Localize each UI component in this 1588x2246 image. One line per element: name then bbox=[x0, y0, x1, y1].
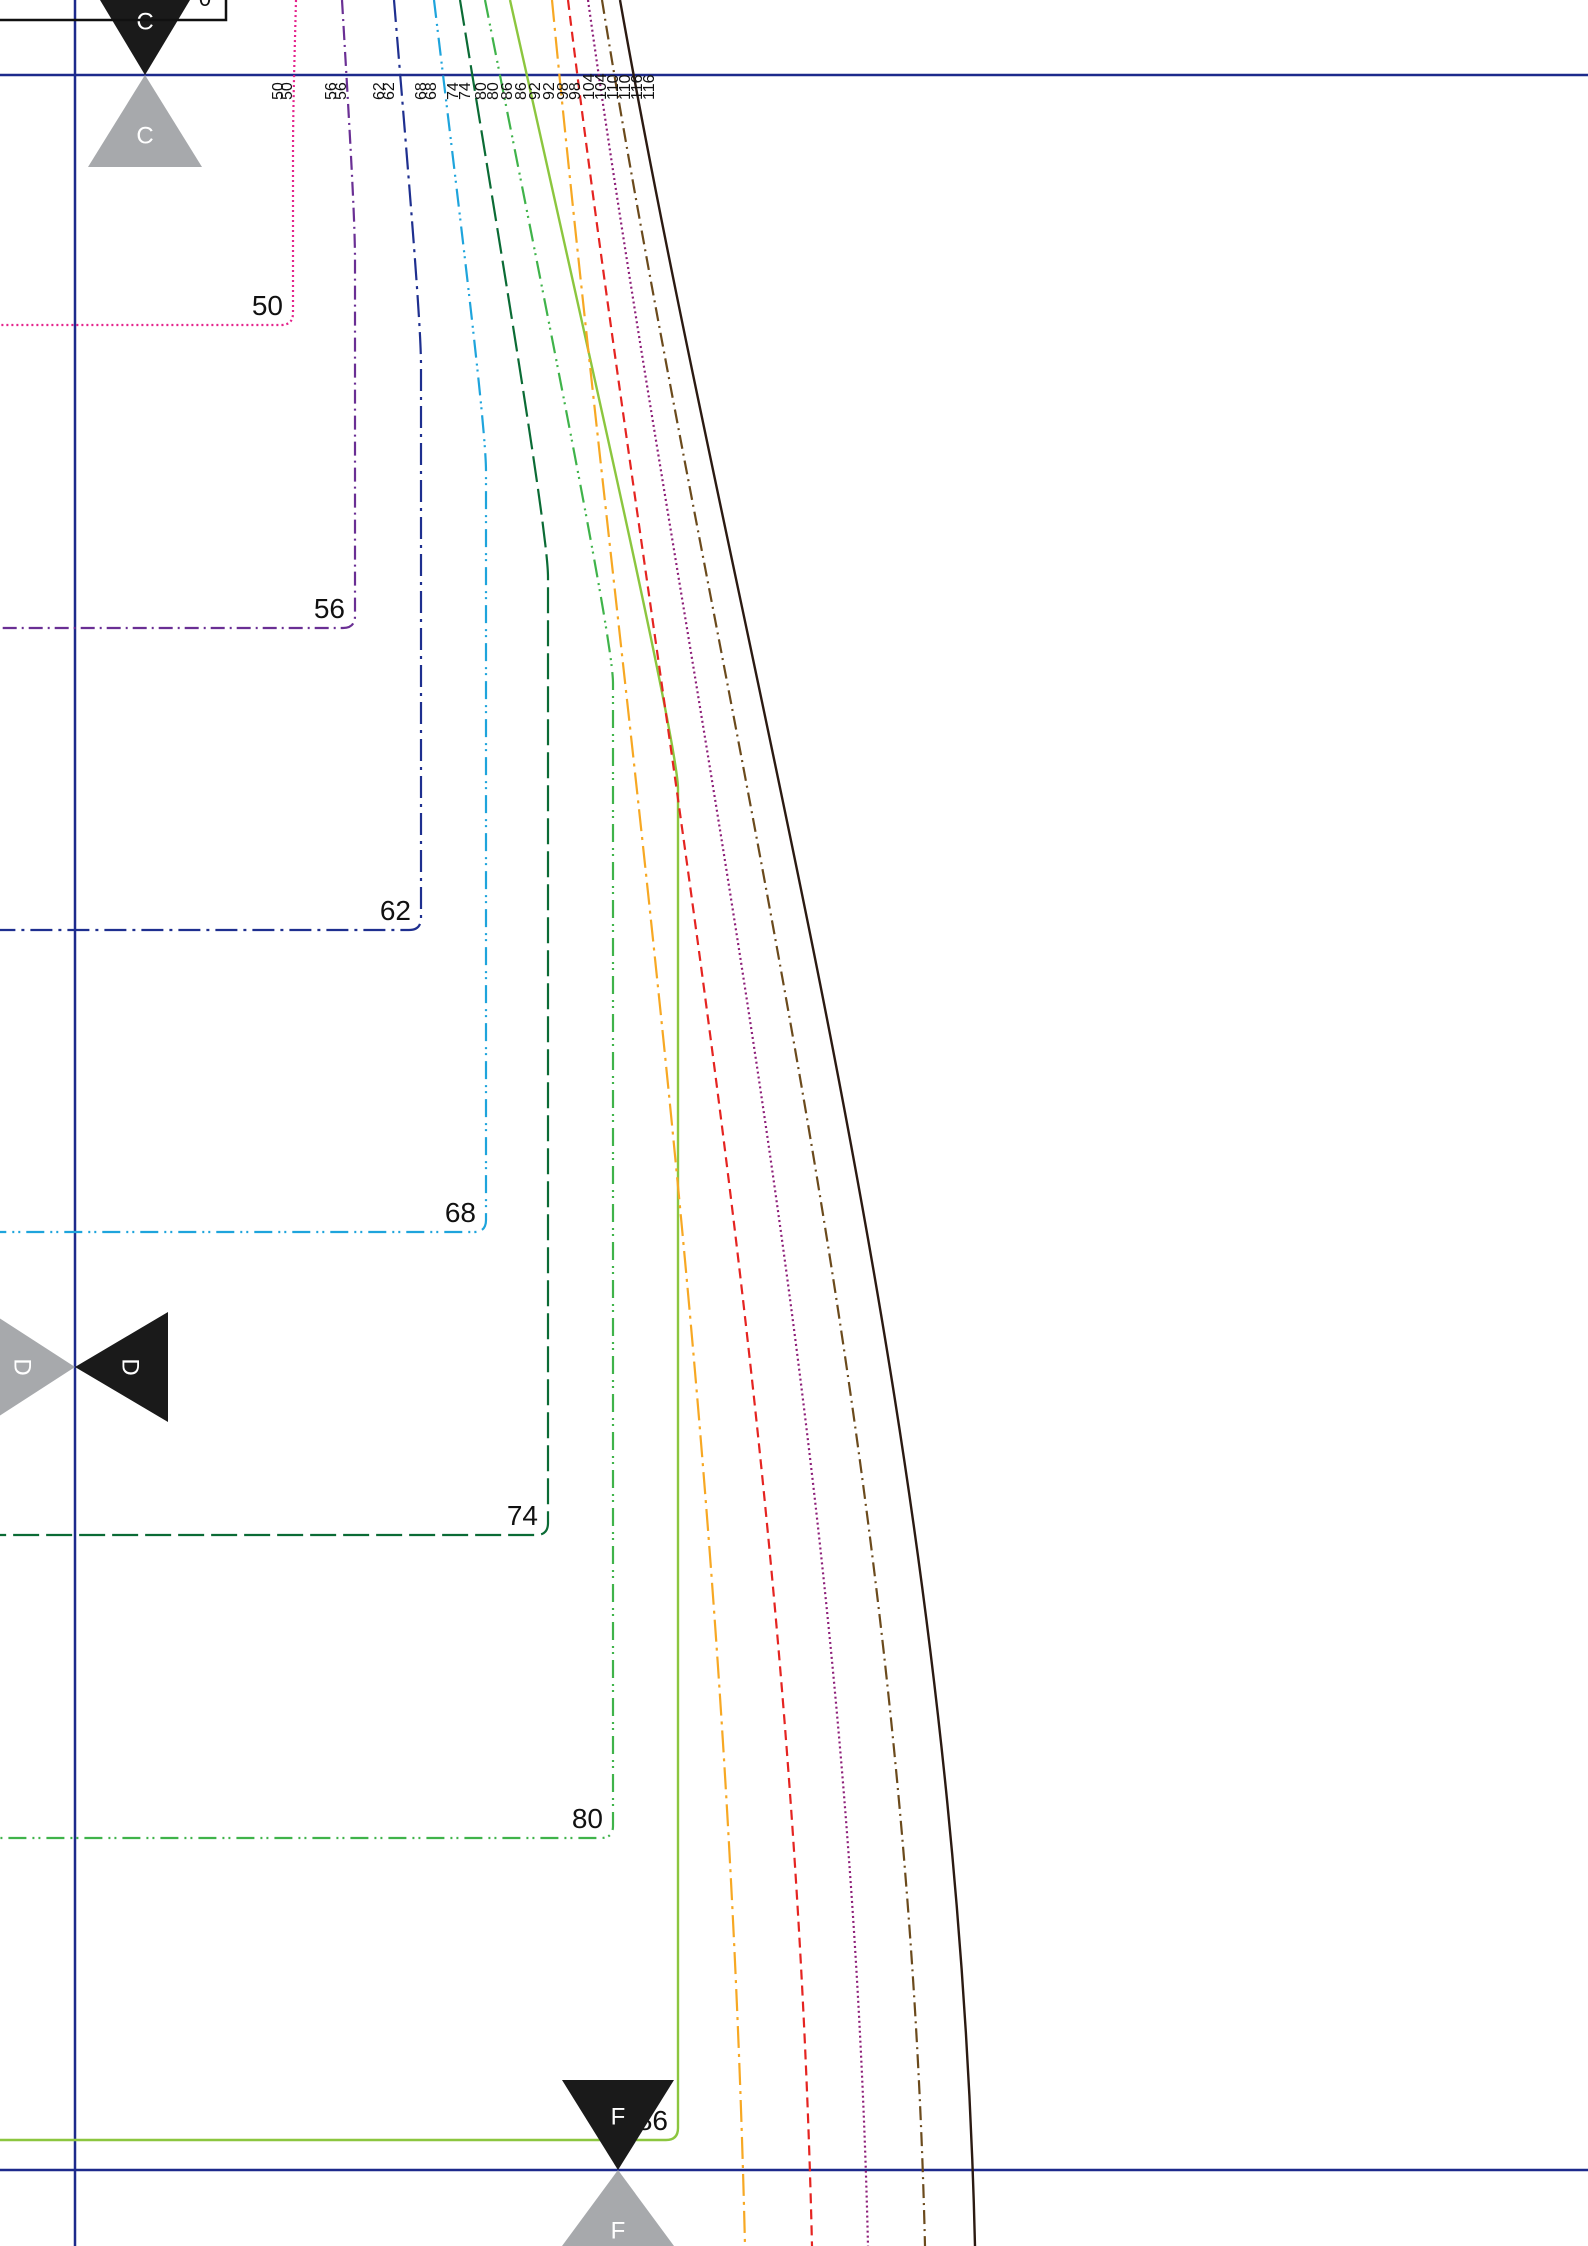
size-line-110 bbox=[600, 0, 927, 2246]
size-line-98 bbox=[566, 0, 814, 2246]
size-line-62 bbox=[0, 0, 423, 932]
top-size-label: 68 bbox=[413, 82, 430, 100]
size-line-116 bbox=[618, 0, 977, 2246]
marker-F-top-triangle bbox=[562, 2080, 674, 2170]
hem-label-68: 68 bbox=[445, 1197, 476, 1228]
top-size-label: 110 bbox=[617, 74, 634, 100]
marker-C-bottom-triangle bbox=[88, 75, 202, 167]
top-size-label: 92 bbox=[541, 82, 558, 100]
top-size-label: 86 bbox=[499, 82, 516, 100]
top-box-label: 0 bbox=[199, 0, 211, 11]
top-size-label: 50 bbox=[270, 82, 287, 100]
hem-label-74: 74 bbox=[507, 1500, 538, 1531]
size-line-68 bbox=[0, 0, 488, 1234]
hem-label-80: 80 bbox=[572, 1803, 603, 1834]
top-size-label: 74 bbox=[445, 82, 462, 100]
top-size-label: 104 bbox=[581, 73, 598, 100]
top-size-label: 56 bbox=[323, 82, 340, 100]
top-box-outline bbox=[0, 0, 228, 22]
top-size-label: 56 bbox=[333, 82, 350, 100]
marker-D-left-triangle bbox=[0, 1318, 75, 1416]
top-size-label: 116 bbox=[629, 74, 646, 100]
size-lines bbox=[0, 0, 977, 2246]
top-size-label: 62 bbox=[371, 82, 388, 100]
hem-label-56: 56 bbox=[314, 593, 345, 624]
top-size-label: 68 bbox=[423, 82, 440, 100]
size-line-92 bbox=[550, 0, 747, 2246]
top-size-label: 110 bbox=[605, 74, 622, 100]
size-line-104 bbox=[586, 0, 870, 2246]
marker-C-bottom-letter: C bbox=[136, 123, 153, 150]
size-line-74 bbox=[0, 0, 550, 1537]
top-size-label: 104 bbox=[593, 73, 610, 100]
size-line-56 bbox=[0, 0, 357, 630]
marker-F-bottom-triangle bbox=[562, 2170, 674, 2246]
top-size-label: 62 bbox=[381, 82, 398, 100]
size-line-80 bbox=[0, 0, 615, 1840]
notch-markers: C C D D F F 0 bbox=[0, 0, 674, 2246]
top-size-label: 98 bbox=[567, 82, 584, 100]
top-size-label: 80 bbox=[485, 82, 502, 100]
marker-C-top-letter: C bbox=[136, 9, 153, 36]
marker-D-right-triangle bbox=[75, 1312, 168, 1422]
top-size-label: 98 bbox=[555, 82, 572, 100]
size-line-50 bbox=[0, 0, 298, 327]
top-size-label: 80 bbox=[473, 82, 490, 100]
marker-D-right-letter: D bbox=[117, 1358, 144, 1375]
hem-label-62: 62 bbox=[380, 895, 411, 926]
marker-D-left-letter: D bbox=[9, 1358, 36, 1375]
top-size-label: 86 bbox=[513, 82, 530, 100]
top-size-label: 116 bbox=[641, 74, 658, 100]
hem-label-50: 50 bbox=[252, 290, 283, 321]
top-size-label: 74 bbox=[457, 82, 474, 100]
top-size-label: 92 bbox=[527, 82, 544, 100]
marker-F-bottom-letter: F bbox=[611, 2218, 626, 2245]
top-size-label: 50 bbox=[279, 82, 296, 100]
marker-F-top-letter: F bbox=[611, 2104, 626, 2131]
